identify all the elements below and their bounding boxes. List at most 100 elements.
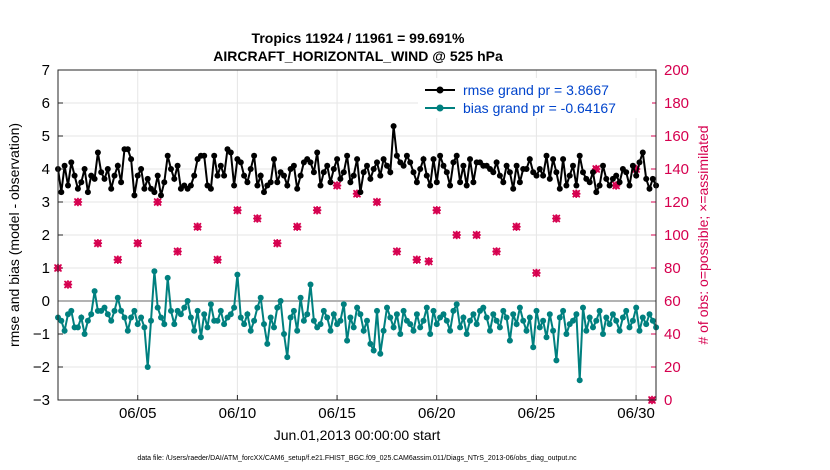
rmse-point bbox=[317, 182, 324, 189]
rmse-point bbox=[629, 162, 636, 169]
bias-point bbox=[520, 317, 527, 324]
rmse-point bbox=[430, 156, 437, 163]
bias-point bbox=[121, 314, 128, 321]
bias-point bbox=[271, 324, 277, 331]
rmse-point bbox=[393, 152, 400, 159]
rmse-point bbox=[490, 169, 497, 176]
y-tick-label-left: 4 bbox=[42, 161, 50, 178]
bias-point bbox=[400, 307, 407, 314]
bias-point bbox=[470, 311, 477, 318]
bias-point bbox=[619, 314, 626, 321]
bias-point bbox=[413, 311, 420, 318]
rmse-point bbox=[643, 175, 650, 182]
rmse-point bbox=[367, 175, 374, 182]
x-tick-label: 06/30 bbox=[617, 405, 655, 422]
obs-assimilated-marker bbox=[273, 239, 282, 248]
rmse-point bbox=[101, 175, 108, 182]
bias-point bbox=[78, 314, 85, 321]
bias-point bbox=[221, 321, 228, 328]
bias-point bbox=[550, 327, 557, 334]
rmse-point bbox=[118, 179, 125, 186]
rmse-point bbox=[566, 172, 573, 179]
rmse-point bbox=[114, 162, 121, 169]
rmse-point bbox=[161, 179, 168, 186]
rmse-point bbox=[61, 162, 68, 169]
bias-point bbox=[629, 317, 636, 324]
bias-point bbox=[151, 268, 158, 275]
bias-point bbox=[553, 357, 560, 364]
bias-point bbox=[101, 304, 108, 311]
rmse-point bbox=[131, 192, 138, 199]
bias-point bbox=[317, 321, 324, 328]
rmse-point bbox=[613, 172, 620, 179]
y-tick-label-right: 200 bbox=[664, 62, 689, 79]
obs-assimilated-marker bbox=[153, 197, 162, 207]
y-tick-label-left: 0 bbox=[42, 293, 50, 310]
bias-point bbox=[563, 331, 570, 337]
bias-point bbox=[241, 321, 248, 328]
bias-point bbox=[237, 314, 244, 321]
rmse-point bbox=[380, 156, 387, 163]
rmse-point bbox=[596, 182, 603, 189]
bias-point bbox=[181, 304, 188, 311]
rmse-point bbox=[496, 172, 503, 179]
rmse-point bbox=[290, 162, 297, 169]
obs-assimilated-marker bbox=[173, 247, 182, 256]
obs-assimilated-marker bbox=[472, 230, 481, 240]
bias-point bbox=[616, 327, 623, 334]
x-ticks: 06/05 06/10 06/15 06/20 06/25 06/30 bbox=[119, 395, 655, 422]
rmse-point bbox=[168, 166, 174, 172]
bias-point bbox=[187, 314, 194, 321]
bias-point bbox=[603, 314, 610, 321]
obs-assimilated-marker bbox=[63, 280, 73, 289]
bias-point bbox=[430, 307, 437, 314]
bias-point bbox=[453, 301, 460, 308]
bias-point bbox=[74, 324, 81, 331]
rmse-point bbox=[340, 169, 347, 176]
bias-point bbox=[623, 307, 630, 314]
bias-point bbox=[294, 327, 301, 334]
rmse-point bbox=[174, 162, 181, 169]
rmse-point bbox=[606, 182, 613, 189]
obs-assimilated-marker bbox=[532, 268, 541, 278]
bias-point bbox=[128, 314, 135, 321]
bias-point bbox=[158, 314, 164, 321]
rmse-point bbox=[633, 172, 640, 179]
bias-point bbox=[483, 314, 490, 321]
bias-point bbox=[234, 271, 241, 278]
rmse-point bbox=[384, 162, 390, 169]
rmse-point bbox=[536, 166, 543, 172]
x-tick-label: 06/20 bbox=[418, 405, 456, 422]
rmse-point bbox=[151, 189, 158, 196]
rmse-point bbox=[171, 175, 178, 182]
bias-point bbox=[423, 304, 430, 311]
rmse-point bbox=[307, 159, 314, 166]
y-ticks-right: 0 20 40 60 80 100 120 140 160 180 200 bbox=[651, 62, 689, 409]
bias-point bbox=[214, 317, 221, 324]
rmse-point bbox=[217, 162, 224, 169]
bias-point bbox=[161, 321, 168, 328]
y-tick-label-left: −1 bbox=[33, 326, 50, 343]
obs-assimilated-marker bbox=[193, 222, 202, 231]
bias-point bbox=[457, 324, 464, 331]
obs-assimilated-marker bbox=[372, 197, 382, 207]
bias-point bbox=[609, 311, 616, 318]
bias-point bbox=[427, 331, 434, 337]
legend-bias-label: bias grand pr = -0.64167 bbox=[463, 100, 616, 116]
bias-point bbox=[287, 314, 294, 321]
rmse-point bbox=[330, 166, 337, 172]
bias-point bbox=[257, 294, 264, 301]
bias-point bbox=[387, 314, 394, 321]
rmse-point bbox=[334, 156, 341, 163]
rmse-point bbox=[344, 152, 351, 159]
bias-point bbox=[217, 307, 224, 314]
rmse-point bbox=[310, 169, 317, 176]
rmse-point bbox=[457, 179, 464, 186]
bias-point bbox=[320, 307, 327, 314]
rmse-point bbox=[450, 159, 457, 166]
bias-point bbox=[177, 311, 184, 318]
bias-point bbox=[194, 307, 201, 314]
bias-point bbox=[407, 321, 414, 328]
bias-point bbox=[111, 307, 118, 314]
